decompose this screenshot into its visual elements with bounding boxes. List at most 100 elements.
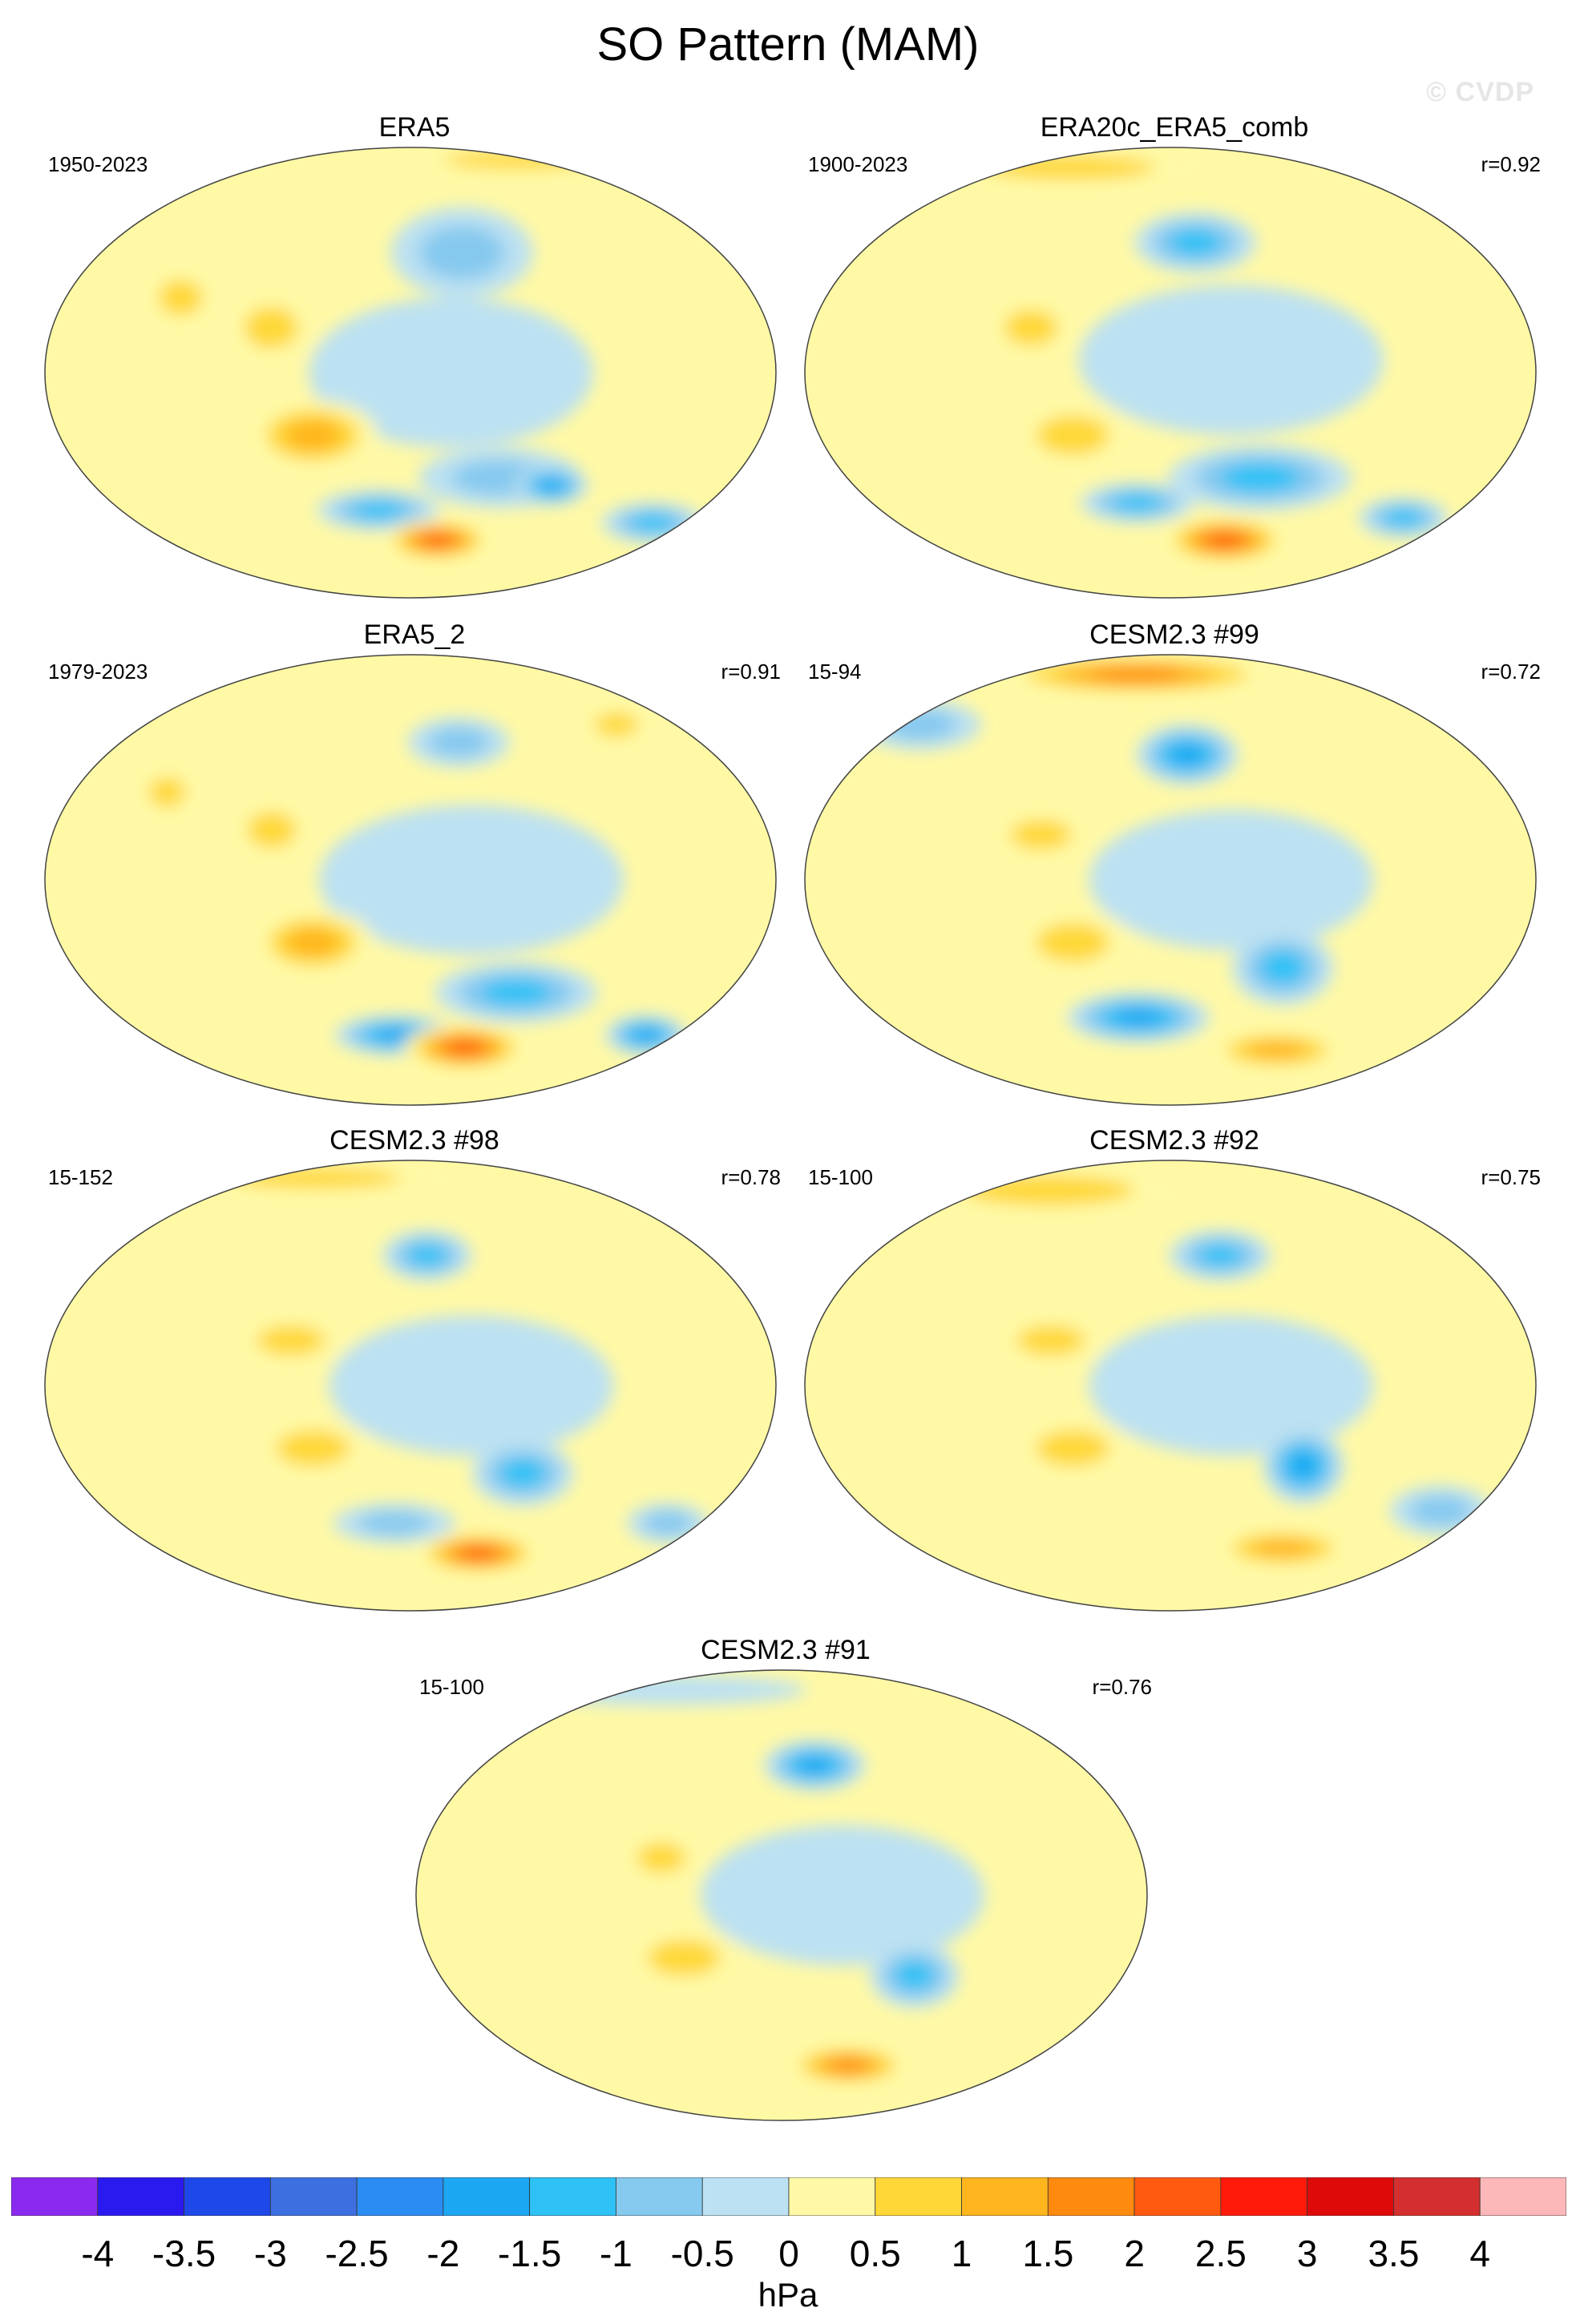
colorbar-tick-label: -0.5: [670, 2233, 734, 2274]
anomaly-contour: [309, 297, 593, 448]
anomaly-contour: [1016, 1325, 1085, 1356]
map-outline: [804, 1160, 1537, 1612]
anomaly-contour: [257, 1325, 325, 1356]
colorbar-box: [961, 2177, 1049, 2216]
colorbar-box: [1047, 2177, 1135, 2216]
anomaly-contour: [319, 805, 624, 955]
anomaly-contour: [481, 979, 552, 1006]
anomaly-contour: [1089, 1315, 1374, 1456]
map-globe: [804, 1160, 1537, 1612]
anomaly-contour: [647, 1939, 721, 1976]
anomaly-contour: [827, 2058, 869, 2072]
colorbar-tick-label: 2.5: [1194, 2233, 1247, 2274]
anomaly-contour: [1384, 509, 1423, 527]
map-panel: CESM2.3 #91 15-100 r=0.76: [413, 1635, 1158, 2140]
panel-correlation: r=0.91: [721, 660, 781, 684]
anomaly-contour: [286, 928, 339, 957]
colorbar-tick-label: 1: [951, 2233, 972, 2274]
colorbar-tick-label: 3.5: [1368, 2233, 1420, 2274]
panel-period: 1950-2023: [48, 152, 148, 176]
figure-title: SO Pattern (MAM): [596, 18, 980, 71]
anomaly-contour: [1289, 1453, 1317, 1479]
anomaly-contour: [1169, 229, 1222, 256]
anomaly-contour: [539, 478, 564, 492]
colorbar-box: [701, 2177, 790, 2216]
anomaly-contour: [247, 812, 297, 849]
colorbar-tick-label: 0.5: [849, 2233, 901, 2274]
colorbar-box: [1393, 2177, 1481, 2216]
colorbar-tick-label: -1: [599, 2233, 632, 2274]
colorbar-box: [356, 2177, 444, 2216]
anomaly-contour: [1252, 1539, 1314, 1557]
anomaly-contour: [407, 1245, 447, 1267]
colorbar-tick-label: -3: [253, 2233, 287, 2274]
colorbar-box: [788, 2177, 876, 2216]
colorbar: [11, 2177, 1566, 2216]
anomaly-contour: [428, 727, 490, 758]
anomaly-contour: [244, 306, 298, 349]
anomaly-contour: [1113, 494, 1162, 512]
anomaly-contour: [148, 777, 186, 808]
anomaly-contour: [500, 1459, 545, 1487]
anomaly-contour: [895, 1961, 934, 1990]
colorbar-tick-label: 0: [778, 2233, 799, 2274]
panel-period: 15-94: [808, 660, 862, 684]
anomaly-contour: [1036, 1430, 1109, 1467]
colorbar-box: [616, 2177, 703, 2216]
anomaly-contour: [422, 535, 452, 547]
map-outline: [415, 1669, 1148, 2121]
anomaly-contour: [419, 225, 505, 280]
anomaly-contour: [1246, 1041, 1307, 1059]
map-panel: ERA5_2 1979-2023 r=0.91: [42, 619, 787, 1124]
map-globe: [415, 1669, 1148, 2121]
panel-period: 1900-2023: [808, 152, 908, 176]
panel-correlation: r=0.75: [1481, 1165, 1541, 1189]
anomaly-contour: [285, 420, 341, 450]
map-outline: [44, 1160, 777, 1612]
colorbar-box: [1307, 2177, 1394, 2216]
anomaly-contour: [461, 1547, 495, 1559]
colorbar-units: hPa: [758, 2276, 818, 2314]
colorbar-tick-label: 1.5: [1022, 2233, 1074, 2274]
anomaly-contour: [1078, 284, 1384, 436]
panel-title: CESM2.3 #91: [701, 1635, 871, 1665]
anomaly-contour: [1114, 1009, 1162, 1027]
anomaly-contour: [159, 279, 203, 316]
colorbar-tick-label: 4: [1469, 2233, 1491, 2274]
anomaly-contour: [231, 1167, 402, 1188]
panel-correlation: r=0.76: [1092, 1675, 1152, 1699]
anomaly-contour: [1004, 309, 1058, 346]
colorbar-box: [11, 2177, 99, 2216]
map-panel: CESM2.3 #98 15-152 r=0.78: [42, 1125, 787, 1630]
map-panel: ERA5 1950-2023: [42, 112, 787, 617]
map-panel: CESM2.3 #99 15-94 r=0.72: [802, 619, 1547, 1124]
map-outline: [44, 654, 777, 1106]
map-outline: [44, 147, 777, 599]
anomaly-contour: [984, 155, 1156, 180]
anomaly-contour: [594, 712, 639, 737]
anomaly-contour: [1036, 922, 1109, 962]
anomaly-contour: [375, 1028, 416, 1042]
anomaly-contour: [358, 1511, 431, 1535]
panel-title: CESM2.3 #92: [1089, 1125, 1259, 1156]
anomaly-contour: [636, 1842, 686, 1873]
anomaly-contour: [444, 151, 591, 169]
anomaly-contour: [352, 502, 405, 519]
colorbar-box: [875, 2177, 962, 2216]
anomaly-contour: [630, 514, 675, 532]
panel-title: CESM2.3 #99: [1089, 619, 1259, 650]
watermark: © CVDP: [1426, 77, 1534, 107]
anomaly-contour: [1207, 534, 1242, 547]
map-globe: [44, 654, 777, 1106]
map-outline: [804, 654, 1537, 1106]
anomaly-contour: [1260, 951, 1305, 984]
panel-period: 15-100: [419, 1675, 484, 1699]
panel-title: ERA5_2: [363, 619, 466, 650]
colorbar-box: [97, 2177, 184, 2216]
anomaly-contour: [1170, 744, 1205, 765]
colorbar-box: [184, 2177, 271, 2216]
colorbar-box: [1220, 2177, 1308, 2216]
colorbar-tick-label: -4: [81, 2233, 115, 2274]
panel-correlation: r=0.72: [1481, 660, 1541, 684]
panel-correlation: r=0.78: [721, 1165, 781, 1189]
